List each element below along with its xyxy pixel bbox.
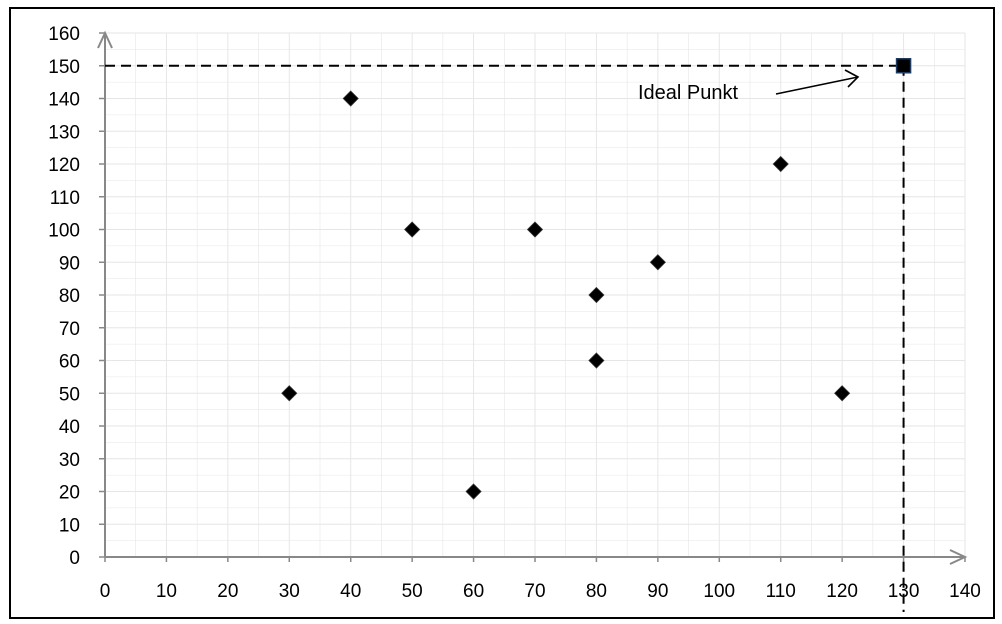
- data-point: [526, 221, 544, 238]
- gridlines: [105, 32, 966, 557]
- y-tick-label: 120: [48, 155, 80, 176]
- y-tick-label: 70: [59, 319, 80, 340]
- y-tick-label: 0: [69, 548, 80, 569]
- data-point: [772, 155, 789, 173]
- data-point: [281, 385, 298, 402]
- x-tick-label: 50: [402, 581, 423, 602]
- y-tick-label: 160: [48, 24, 80, 45]
- y-tick-label: 110: [50, 188, 80, 209]
- x-tick-label: 0: [100, 581, 111, 602]
- ideal-point-arrow: [775, 76, 859, 95]
- y-tick-label: 90: [59, 253, 80, 274]
- ideal-point-arrowhead: [844, 69, 860, 88]
- x-tick-label: 130: [888, 581, 920, 602]
- data-point: [465, 483, 482, 500]
- axes: [97, 30, 968, 565]
- x-tick-label: 60: [463, 581, 484, 602]
- data-point: [404, 221, 421, 238]
- y-tick-label: 100: [48, 221, 80, 242]
- data-point: [834, 385, 851, 402]
- data-point: [588, 286, 605, 304]
- y-tick-label: 150: [48, 57, 80, 78]
- x-tick-label: 70: [524, 581, 545, 602]
- y-tick-label: 50: [59, 384, 80, 405]
- data-point: [342, 90, 359, 107]
- y-tick-label: 10: [59, 515, 80, 536]
- ideal-point-marker: [895, 58, 912, 74]
- y-tick-label: 80: [59, 286, 80, 307]
- x-tick-label: 110: [766, 581, 796, 602]
- y-tick-label: 140: [48, 90, 80, 111]
- data-point: [588, 352, 605, 369]
- x-tick-label: 20: [217, 581, 238, 602]
- data-point: [649, 254, 666, 271]
- x-tick-label: 100: [703, 581, 735, 602]
- x-tick-label: 90: [647, 581, 668, 602]
- x-tick-label: 40: [340, 581, 361, 602]
- y-tick-label: 130: [48, 122, 80, 143]
- x-tick-label: 120: [826, 581, 858, 602]
- annotation: Ideal Punkt: [638, 69, 860, 104]
- ideal-point-label: Ideal Punkt: [638, 82, 739, 104]
- x-tick-label: 30: [279, 581, 300, 602]
- y-tick-label: 30: [59, 450, 80, 471]
- y-tick-label: 40: [59, 417, 80, 438]
- x-tick-label: 10: [156, 581, 177, 602]
- x-tick-label: 80: [586, 581, 607, 602]
- x-tick-label: 140: [949, 581, 981, 602]
- y-tick-label: 60: [59, 352, 80, 373]
- ideal-point-guides: [105, 64, 905, 612]
- y-tick-label: 20: [59, 483, 80, 504]
- data-points: [281, 58, 912, 500]
- chart-frame: [9, 7, 995, 619]
- tick-labels: 0 10 20 30 40 50 60 70 80 90 100 110 120 130 140 0 10 20 3…: [48, 24, 981, 602]
